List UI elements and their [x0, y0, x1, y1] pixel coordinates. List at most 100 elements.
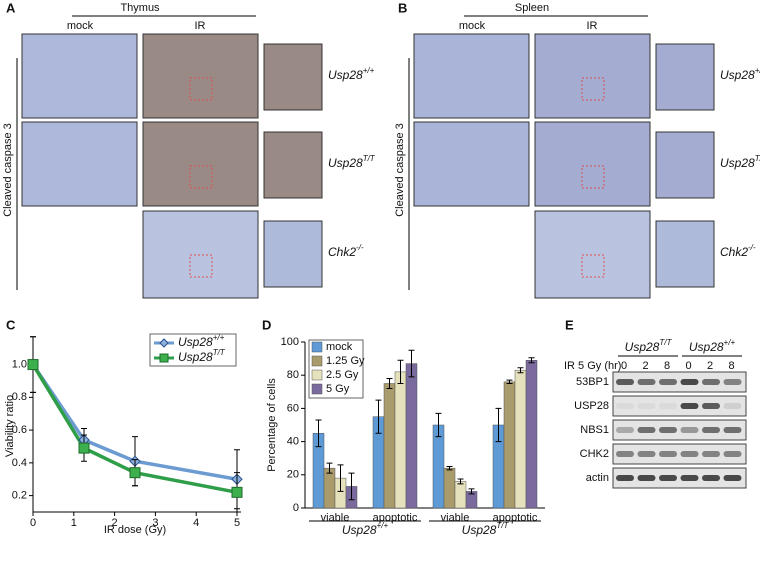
group-label: Usp28+/+ [689, 338, 736, 354]
legend-label: 1.25 Gy [326, 355, 365, 367]
protein-label: NBS1 [580, 424, 609, 436]
x-tick-label: 1 [71, 517, 77, 529]
tissue-image [534, 33, 651, 119]
group-label: Usp28T/T [462, 521, 510, 537]
panel-label: D [262, 317, 271, 332]
x-tick-label: 4 [193, 517, 199, 529]
error-bar [435, 412, 442, 438]
bar [323, 467, 336, 509]
legend-marker [159, 338, 169, 348]
timepoint-label: 0 [621, 360, 627, 372]
bar [454, 481, 467, 509]
zoom-image [655, 43, 715, 111]
zoom-image [263, 220, 323, 288]
legend-swatch [311, 355, 323, 367]
marker [78, 442, 90, 454]
blot-band [723, 379, 742, 385]
blot-band [680, 427, 699, 433]
y-tick-label: 0.2 [12, 490, 27, 502]
blot-strip [612, 371, 747, 393]
protein-label: USP28 [574, 400, 609, 412]
tissue-image [534, 210, 651, 299]
tissue-image [534, 121, 651, 207]
x-tick-label: 3 [152, 517, 158, 529]
blot-strip [612, 467, 747, 489]
tissue-image [142, 121, 259, 207]
blot-band [616, 475, 634, 481]
roi-box [189, 254, 213, 278]
roi-box [581, 77, 605, 101]
marker [27, 359, 39, 371]
error-bar [315, 419, 322, 448]
legend-swatch [311, 341, 323, 353]
error-bar [468, 488, 475, 495]
blot-strip [612, 419, 747, 441]
condition-label: IR [587, 20, 598, 32]
bar [443, 467, 456, 509]
x-tick-label: 5 [234, 517, 240, 529]
zoom-image [263, 43, 323, 111]
tissue-image [21, 121, 138, 207]
panel-label: B [398, 0, 407, 15]
blot-band [702, 451, 720, 457]
blot-band [659, 379, 677, 385]
roi-box [581, 254, 605, 278]
error-bar [386, 378, 393, 389]
x-tick-label: 2 [112, 517, 118, 529]
error-bar [397, 359, 404, 384]
y-tick-label: 40 [287, 436, 299, 448]
timepoint-label: 2 [707, 360, 713, 372]
blot-band [702, 427, 720, 433]
legend-label: Usp28+/+ [178, 333, 225, 349]
timepoint-label: 8 [664, 360, 670, 372]
timepoint-label: 2 [642, 360, 648, 372]
y-tick-label: 0.6 [12, 424, 27, 436]
blot-band [659, 427, 677, 433]
error-bar [517, 367, 524, 374]
blot-band [723, 403, 742, 409]
marker [129, 467, 141, 479]
blot-band [702, 379, 720, 385]
roi-box [581, 165, 605, 189]
timepoint-label: 0 [685, 360, 691, 372]
marker [231, 486, 243, 498]
y-tick-label: 60 [287, 402, 299, 414]
error-bar [506, 379, 513, 384]
x-axis-label: IR dose (Gy) [104, 524, 166, 536]
legend-label: mock [326, 341, 353, 353]
error-bar [446, 466, 453, 471]
genotype-label: Usp28T/T [328, 154, 376, 170]
x-tick-label: viable [441, 512, 470, 524]
blot-band [723, 451, 742, 457]
blot-band [616, 427, 634, 433]
y-tick-label: 100 [281, 336, 299, 348]
blot-band [702, 403, 720, 409]
blot-band [680, 475, 699, 481]
y-tick-label: 1.0 [12, 358, 27, 370]
error-bar [337, 464, 344, 492]
bar [383, 383, 396, 509]
blot-band [680, 403, 699, 409]
condition-label: IR [195, 20, 206, 32]
error-bar [528, 357, 535, 364]
group-label: Usp28+/+ [342, 521, 389, 537]
blot-band [637, 475, 656, 481]
error-bar [326, 462, 333, 474]
y-tick-label: 0 [293, 502, 299, 514]
genotype-label: Usp28+/+ [328, 66, 375, 82]
blot-band [637, 379, 656, 385]
legend-label: 2.5 Gy [326, 369, 359, 381]
bar [514, 369, 527, 509]
tissue-image [413, 33, 530, 119]
blot-band [659, 403, 677, 409]
tissue-image [21, 33, 138, 119]
blot-band [616, 403, 634, 409]
stain-label: Cleaved caspase 3 [394, 123, 406, 217]
genotype-label: Usp28T/T [720, 154, 760, 170]
blot-band [723, 475, 742, 481]
blot-band [659, 451, 677, 457]
x-tick-label: 0 [30, 517, 36, 529]
genotype-label: Chk2-/- [328, 243, 364, 259]
blot-band [637, 451, 656, 457]
y-tick-label: 20 [287, 469, 299, 481]
